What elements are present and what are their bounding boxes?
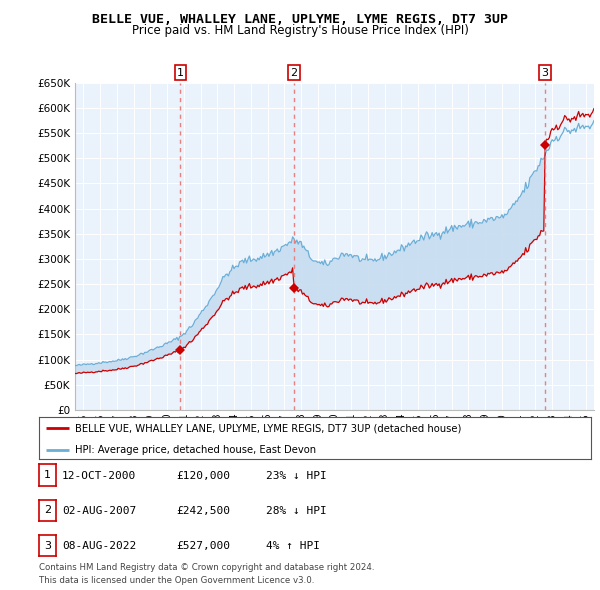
- Text: Contains HM Land Registry data © Crown copyright and database right 2024.
This d: Contains HM Land Registry data © Crown c…: [39, 563, 374, 585]
- Text: £242,500: £242,500: [176, 506, 230, 516]
- Text: 28% ↓ HPI: 28% ↓ HPI: [266, 506, 326, 516]
- Text: 3: 3: [44, 541, 51, 550]
- Text: £120,000: £120,000: [176, 471, 230, 480]
- Text: 02-AUG-2007: 02-AUG-2007: [62, 506, 136, 516]
- Text: BELLE VUE, WHALLEY LANE, UPLYME, LYME REGIS, DT7 3UP (detached house): BELLE VUE, WHALLEY LANE, UPLYME, LYME RE…: [75, 424, 461, 434]
- Text: 3: 3: [542, 68, 548, 78]
- Text: 2: 2: [290, 68, 298, 78]
- Text: 4% ↑ HPI: 4% ↑ HPI: [266, 542, 320, 551]
- Text: BELLE VUE, WHALLEY LANE, UPLYME, LYME REGIS, DT7 3UP: BELLE VUE, WHALLEY LANE, UPLYME, LYME RE…: [92, 13, 508, 26]
- Text: 12-OCT-2000: 12-OCT-2000: [62, 471, 136, 480]
- Text: 23% ↓ HPI: 23% ↓ HPI: [266, 471, 326, 480]
- Text: 08-AUG-2022: 08-AUG-2022: [62, 542, 136, 551]
- Text: 1: 1: [177, 68, 184, 78]
- Text: HPI: Average price, detached house, East Devon: HPI: Average price, detached house, East…: [75, 445, 316, 455]
- Text: Price paid vs. HM Land Registry's House Price Index (HPI): Price paid vs. HM Land Registry's House …: [131, 24, 469, 37]
- Text: 1: 1: [44, 470, 51, 480]
- Text: £527,000: £527,000: [176, 542, 230, 551]
- Text: 2: 2: [44, 506, 51, 515]
